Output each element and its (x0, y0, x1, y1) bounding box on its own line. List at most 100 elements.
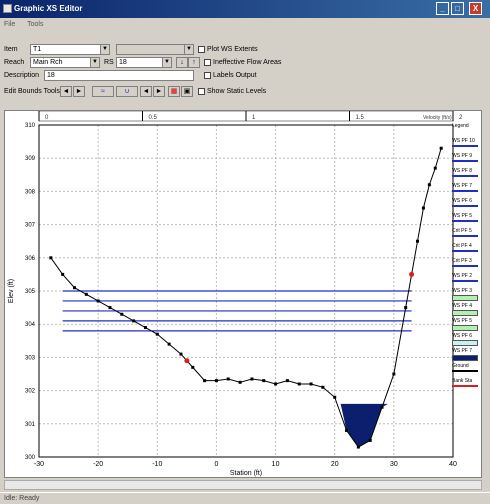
legend-entry: Crit PF 5 (452, 229, 480, 237)
ground-point (84, 292, 88, 296)
close-button[interactable]: X (469, 2, 482, 15)
reach-select[interactable]: Main Rch ▼ (30, 57, 100, 68)
checkbox-box[interactable] (204, 58, 211, 66)
menu-tools[interactable]: Tools (27, 21, 44, 28)
ground-point (309, 382, 313, 386)
ground-point (214, 379, 218, 383)
menu-file[interactable]: File (4, 21, 16, 28)
ground-point (392, 372, 396, 376)
legend-swatch (452, 220, 478, 222)
legend-entry-label: WS PF 6 (452, 198, 473, 204)
maximize-button[interactable]: □ (451, 2, 464, 15)
cross-section-chart[interactable]: 0 0.5 1 1.5 2 Velocity (ft/s) -30 -20 -10 0 10 20 30… (5, 111, 481, 477)
legend-entry: WS PF 2 (452, 274, 480, 282)
legend-entry: WS PF 7 (452, 349, 480, 361)
description-field[interactable]: 18 (44, 70, 194, 81)
legend-entry-label: WS PF 8 (452, 168, 473, 174)
legend-swatch (452, 385, 478, 387)
legend-entry-label: Crit PF 5 (452, 228, 472, 234)
legend-entry: Crit PF 4 (452, 244, 480, 252)
chevron-down-icon[interactable]: ▼ (184, 45, 193, 54)
top-axis-tick-label: 1.5 (356, 115, 365, 121)
arrow-up-icon[interactable]: ↑ (188, 57, 200, 68)
secondary-select[interactable]: ▼ (116, 44, 194, 55)
y-tick-label: 301 (25, 422, 36, 428)
ground-point (203, 379, 207, 383)
filled-water-area (340, 403, 388, 448)
chevron-down-icon[interactable]: ▼ (162, 58, 171, 67)
legend-entry-label: WS PF 4 (452, 303, 473, 309)
legend-entry: WS PF 7 (452, 184, 480, 192)
checkbox-box[interactable] (198, 87, 205, 95)
pan-left-icon[interactable]: ◄ (60, 86, 72, 97)
legend-swatch (452, 145, 478, 147)
item-select[interactable]: T1 ▼ (30, 44, 110, 55)
reach-value: Main Rch (33, 59, 63, 66)
legend-swatch (452, 175, 478, 177)
legend-entry-label: Crit PF 3 (452, 258, 472, 264)
top-axis-tick-label: 0.5 (149, 115, 158, 121)
rs-select[interactable]: 18 ▼ (116, 57, 172, 68)
chevron-down-icon[interactable]: ▼ (100, 45, 109, 54)
y-axis-label: Elev (ft) (8, 279, 15, 303)
horizontal-scrollbar[interactable] (4, 480, 482, 490)
minimize-button[interactable]: _ (436, 2, 449, 15)
legend-swatch (452, 370, 478, 372)
ground-point (356, 445, 360, 449)
menu-bar: File Tools (0, 19, 490, 31)
ground-point (132, 319, 136, 323)
ground-point (297, 382, 301, 386)
water-surface-icon[interactable]: ∪ (116, 86, 138, 97)
table-icon[interactable]: ▦ (168, 86, 180, 97)
legend-entry-label: Crit PF 4 (452, 243, 472, 249)
ground-point (179, 352, 183, 356)
ground-point (96, 299, 100, 303)
legend-entry: WS PF 5 (452, 319, 480, 331)
legend-entry: WS PF 8 (452, 169, 480, 177)
ground-point (439, 146, 443, 150)
static-levels-checkbox[interactable]: Show Static Levels (198, 87, 266, 97)
plot-area[interactable]: 0 0.5 1 1.5 2 Velocity (ft/s) -30 -20 -10 0 10 20 30… (4, 110, 482, 478)
plot-icon[interactable]: ▣ (181, 86, 193, 97)
ground-point (368, 438, 372, 442)
y-tick-label: 306 (25, 256, 36, 262)
legend-swatch (452, 205, 478, 207)
edit-bounds-label: Edit Bounds Tools (4, 88, 60, 95)
ground-point (333, 395, 337, 399)
ineffective-flow-checkbox[interactable]: Ineffective Flow Areas (204, 58, 281, 68)
ground-point (404, 306, 408, 310)
legend-entry: WS PF 4 (452, 304, 480, 316)
chevron-down-icon[interactable]: ▼ (90, 58, 99, 67)
legend-entry-label: WS PF 6 (452, 333, 473, 339)
pan-right-icon[interactable]: ► (73, 86, 85, 97)
ground-point (345, 428, 349, 432)
legend-entry: WS PF 10 (452, 139, 480, 147)
water-surface-icon[interactable]: ≈ (92, 86, 114, 97)
title-bar: Graphic XS Editor _ □ X (0, 0, 490, 18)
x-tick-label: 20 (331, 461, 339, 468)
x-tick-label: 10 (272, 461, 280, 468)
y-tick-label: 310 (25, 123, 36, 129)
y-tick-label: 307 (25, 223, 36, 229)
zoom-out-icon[interactable]: ◄ (140, 86, 152, 97)
plot-ws-extents-checkbox[interactable]: Plot WS Extents (198, 45, 258, 55)
checkbox-box[interactable] (204, 71, 211, 79)
item-label: Item (4, 46, 18, 53)
y-tick-label: 304 (25, 322, 36, 328)
reach-label: Reach (4, 59, 25, 66)
labels-output-checkbox[interactable]: Labels Output (204, 71, 257, 81)
ground-point (120, 312, 124, 316)
legend-entry: Crit PF 3 (452, 259, 480, 267)
checkbox-box[interactable] (198, 45, 205, 53)
ground-point (285, 379, 289, 383)
legend-entry: WS PF 6 (452, 199, 480, 207)
arrow-down-icon[interactable]: ↓ (176, 57, 188, 68)
x-axis-label: Station (ft) (230, 470, 262, 477)
legend-entry: WS PF 9 (452, 154, 480, 162)
top-axis-label: Velocity (ft/s) (423, 115, 452, 121)
legend-swatch (452, 310, 478, 316)
app-icon (3, 4, 12, 13)
ground-point (427, 183, 431, 187)
legend-entry: WS PF 6 (452, 334, 480, 346)
zoom-in-icon[interactable]: ► (153, 86, 165, 97)
